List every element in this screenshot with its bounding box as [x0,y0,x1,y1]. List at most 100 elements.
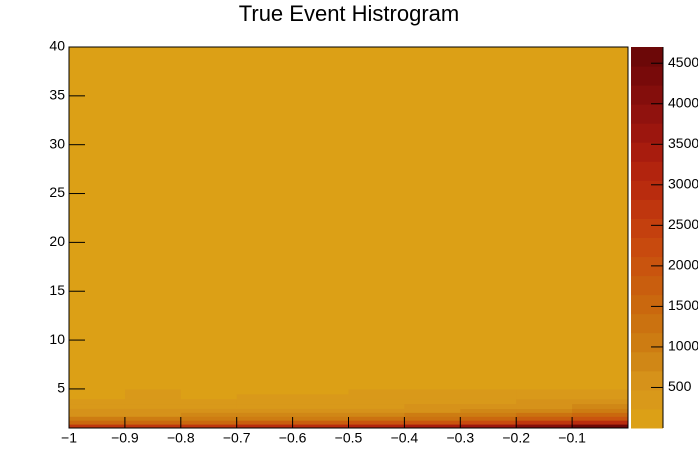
heatmap-cell [69,388,126,395]
heatmap-cell [292,416,349,421]
x-tick-label: −0.4 [391,430,419,446]
x-tick-label: −0.6 [279,430,307,446]
heatmap-cell [292,393,349,400]
y-tick-label: 10 [49,331,65,347]
colorbar-band [631,142,663,162]
heatmap-cell [460,408,517,413]
colorbar-band [631,351,663,372]
heatmap-cell [460,420,517,425]
colorbar-band [631,123,663,143]
heatmap-cell [460,47,517,390]
x-tick-label: −0.2 [502,430,530,446]
heatmap-cell [460,424,517,429]
heatmap-cell [69,403,126,409]
heatmap-cell [236,398,294,405]
heatmap-cell [572,403,629,409]
heatmap-cell [236,388,294,395]
heatmap-cell [404,424,461,429]
y-tick-label: 5 [57,380,65,396]
colorbar-band [631,256,663,277]
z-tick-label: 2000 [668,257,698,273]
heatmap-cell [460,403,517,409]
colorbar-band [631,180,663,200]
heatmap-cell [69,408,126,413]
heatmap-cell [69,420,126,425]
heatmap-cell [236,408,294,413]
heatmap-cell [180,408,238,413]
heatmap-cell [236,412,294,417]
heatmap-cell [180,393,238,400]
heatmap-cell [460,412,517,417]
heatmap-cell [348,403,405,409]
heatmap-cell [404,398,461,405]
heatmap-cell [292,398,349,405]
heatmap-cell [516,420,573,425]
heatmap-cell [572,398,629,405]
heatmap-cell [180,412,238,417]
heatmap-cell [180,388,238,395]
heatmap-cell [180,420,238,425]
heatmap-cell [348,393,405,400]
heatmap-cell [348,388,405,395]
heatmap-cell [516,398,573,405]
colorbar-band [631,408,663,429]
colorbar-band [631,85,663,105]
colorbar-band [631,161,663,181]
colorbar-band [631,370,663,391]
z-tick-label: 500 [668,378,692,394]
colorbar-band [631,294,663,315]
heatmap-cell [292,424,349,429]
heatmap-cell [236,420,294,425]
y-tick-label: 15 [49,282,65,298]
colorbar-band [631,275,663,296]
heatmap-cell [348,398,405,405]
heatmap-cell [180,398,238,405]
heatmap-cell [69,393,126,400]
chart-title: True Event Histrogram [239,1,459,26]
heatmap-cell [124,388,182,395]
z-tick-label: 4500 [668,54,698,70]
heatmap-cell [572,393,629,400]
heatmap-cell [516,403,573,409]
y-tick-label: 25 [49,184,65,200]
colorbar-band [631,389,663,410]
colorbar-band [631,47,663,67]
y-tick-label: 20 [49,233,65,249]
heatmap-cell [572,416,629,421]
x-tick-label: −0.3 [446,430,474,446]
heatmap-cell [124,47,182,390]
heatmap-cell [572,388,629,395]
heatmap-cell [516,424,573,429]
heatmap-cell [236,403,294,409]
heatmap-cell [69,398,126,405]
x-tick-label: −0.1 [558,430,586,446]
y-tick-label: 40 [49,38,65,54]
heatmap-cell [460,388,517,395]
z-tick-label: 1000 [668,338,698,354]
heatmap-cell [292,47,349,390]
heatmap-cell [236,416,294,421]
heatmap-cell [572,412,629,417]
heatmap-cell [292,420,349,425]
heatmap-cell [404,47,461,390]
heatmap-cell [124,403,182,409]
x-tick-label: −1 [61,430,77,446]
colorbar-band [631,199,663,219]
heatmap-cell [516,416,573,421]
heatmap-cell [292,388,349,395]
heatmap-cell [572,408,629,413]
heatmap-cell [516,393,573,400]
heatmap-cell [348,412,405,417]
heatmap-cell [69,412,126,417]
heatmap-cell [124,420,182,425]
y-tick-label: 35 [49,87,65,103]
heatmap-cell [348,47,405,390]
heatmap-cell [516,408,573,413]
heatmap-cell [180,403,238,409]
heatmap-cell [69,416,126,421]
heatmap-cell [404,388,461,395]
heatmap-cell [180,416,238,421]
colorbar-band [631,66,663,86]
colorbar-band [631,237,663,258]
